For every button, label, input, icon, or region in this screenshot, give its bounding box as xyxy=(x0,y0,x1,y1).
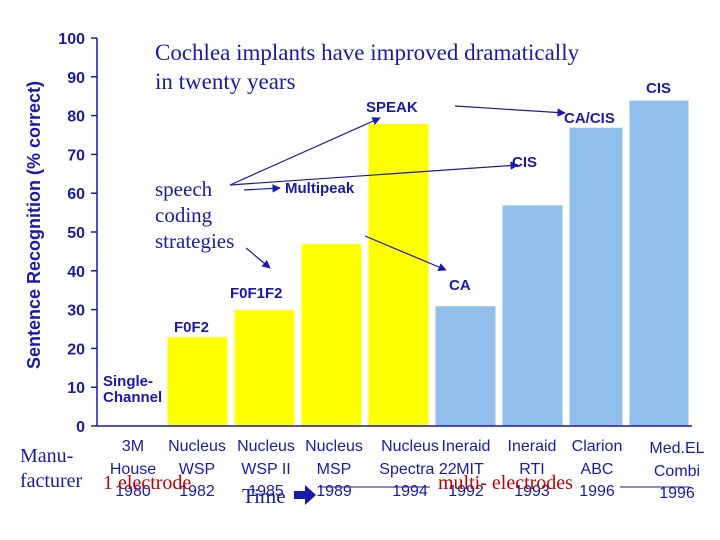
bar-label: Multipeak xyxy=(285,180,355,197)
bar xyxy=(99,406,162,427)
y-tick-label: 40 xyxy=(67,264,85,281)
arrow-to-ca-cis xyxy=(454,105,566,117)
manufacturer-label: WSP xyxy=(179,461,215,478)
bar xyxy=(434,305,497,427)
manufacturer-label: Combi xyxy=(654,463,700,480)
manufacturer-label: 1985 xyxy=(248,483,284,500)
y-tick-label: 60 xyxy=(67,186,85,203)
y-tick-label: 20 xyxy=(67,341,85,358)
manufacturer-label: WSP II xyxy=(241,461,291,478)
y-tick-label: 70 xyxy=(67,147,85,164)
manufacturer-label: RTI xyxy=(519,461,544,478)
manufacturer-label: 1996 xyxy=(579,483,615,500)
strategies-line-2: coding xyxy=(155,203,213,227)
bar xyxy=(300,243,363,427)
bar xyxy=(367,122,430,427)
y-tick-label: 0 xyxy=(76,419,85,436)
arrow-to-ca xyxy=(364,235,447,271)
bar-labels: Single-Channel F0F2 F0F1F2 Multipeak SPEAK CA… xyxy=(103,80,671,406)
bar-label: SPEAK xyxy=(366,99,418,116)
bar xyxy=(501,204,564,427)
manufacturer-label: Spectra 22 xyxy=(379,461,456,478)
y-axis-ticks: 0 10 20 30 40 50 60 70 80 90 100 xyxy=(58,31,97,436)
time-arrow-icon xyxy=(294,485,316,505)
bar-label: CA xyxy=(449,277,471,294)
manufacturer-label: 1980 xyxy=(115,483,151,500)
manufacturer-label: Ineraid xyxy=(508,438,557,455)
manufacturer-label: 1989 xyxy=(316,483,352,500)
y-tick-label: 100 xyxy=(58,31,85,48)
bar xyxy=(568,126,624,427)
bar-label: CIS xyxy=(646,80,671,97)
bars xyxy=(99,99,690,427)
manufacturer-label: 1982 xyxy=(179,483,215,500)
manufacturer-label: 1993 xyxy=(514,483,550,500)
bar-label: CA/CIS xyxy=(564,110,615,127)
manufacturer-label: 1996 xyxy=(659,485,695,502)
manufacturer-label: Nucleus xyxy=(381,438,439,455)
bar xyxy=(628,99,690,427)
manufacturer-label: 1992 xyxy=(448,483,484,500)
manufacturer-label: Clarion xyxy=(572,438,623,455)
bar-label: CIS xyxy=(512,154,537,171)
manufacturer-labels: 3M House 1980 Nucleus WSP 1982 Nucleus WSP II 19… xyxy=(110,438,705,502)
manufacturer-label-line-1: Manu- xyxy=(20,445,73,467)
y-tick-label: 80 xyxy=(67,109,85,126)
arrow-to-multipeak xyxy=(243,184,281,193)
manufacturer-label: Nucleus xyxy=(168,438,226,455)
y-tick-label: 30 xyxy=(67,303,85,320)
y-axis-label: Sentence Recognition (% correct) xyxy=(24,81,44,369)
strategies-line-1: speech xyxy=(155,177,213,201)
time-label: Time xyxy=(242,484,286,508)
bar-label: F0F2 xyxy=(174,319,209,336)
arrow-to-cis xyxy=(229,161,519,186)
manufacturer-label: Nucleus xyxy=(237,438,295,455)
bar-label: Channel xyxy=(103,389,162,406)
y-tick-label: 50 xyxy=(67,225,85,242)
manufacturer-label: Med.EL xyxy=(649,440,704,457)
bar-label: F0F1F2 xyxy=(230,285,283,302)
y-tick-label: 90 xyxy=(67,70,85,87)
manufacturer-label: MIT xyxy=(456,461,484,478)
manufacturer-label-line-2: facturer xyxy=(20,470,83,492)
headline-line-2: in twenty years xyxy=(155,69,296,94)
manufacturer-label: Nucleus xyxy=(305,438,363,455)
headline-line-1: Cochlea implants have improved dramatica… xyxy=(155,40,580,65)
y-tick-label: 10 xyxy=(67,380,85,397)
manufacturer-label: ABC xyxy=(581,461,614,478)
strategies-line-3: strategies xyxy=(155,229,234,253)
multi-electrodes-label: multi- electrodes xyxy=(438,472,573,494)
manufacturer-label: MSP xyxy=(317,461,352,478)
manufacturer-label: 3M xyxy=(122,438,144,455)
arrow-to-f0f1f2 xyxy=(245,247,271,269)
bar-label: Single- xyxy=(103,373,153,390)
manufacturer-label: Ineraid xyxy=(442,438,491,455)
arrow-to-speak xyxy=(229,117,381,186)
manufacturer-label: House xyxy=(110,461,156,478)
bar xyxy=(233,309,296,427)
one-electrode-label: 1 electrode xyxy=(103,472,191,494)
bar xyxy=(166,336,229,427)
manufacturer-label: 1994 xyxy=(392,483,428,500)
